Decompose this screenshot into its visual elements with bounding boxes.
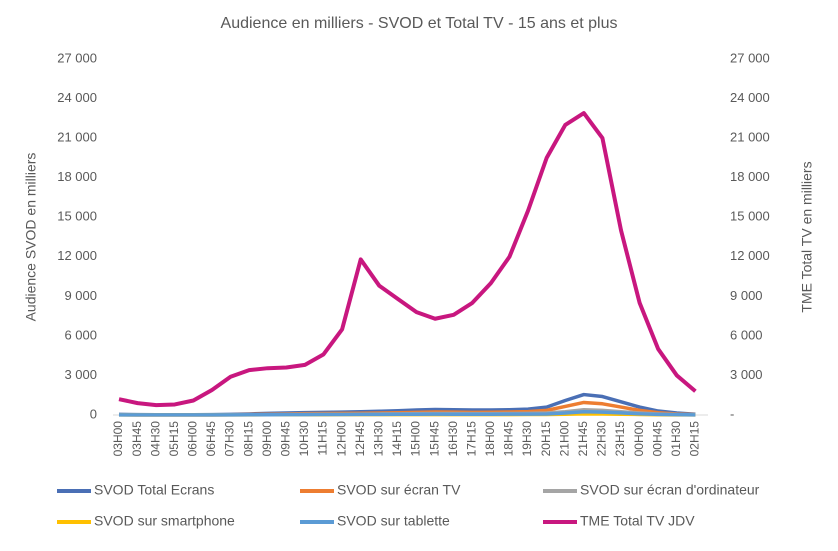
legend-label: SVOD sur écran d'ordinateur bbox=[580, 482, 760, 498]
x-tick-label: 08H15 bbox=[241, 421, 255, 457]
x-tick-label: 11H15 bbox=[316, 421, 330, 456]
y2-tick-label: - bbox=[730, 406, 734, 421]
y2-tick-label: 9 000 bbox=[730, 288, 763, 303]
x-tick-label: 05H15 bbox=[167, 421, 181, 457]
y-axis-title: Audience SVOD en milliers bbox=[23, 153, 39, 322]
y-tick-label: 0 bbox=[90, 406, 97, 421]
legend-label: TME Total TV JDV bbox=[580, 513, 695, 529]
y-tick-label: 15 000 bbox=[57, 209, 97, 224]
x-tick-label: 00H00 bbox=[632, 421, 646, 457]
x-tick-label: 03H00 bbox=[111, 421, 125, 457]
y-tick-label: 24 000 bbox=[57, 90, 97, 105]
y2-tick-label: 27 000 bbox=[730, 50, 770, 65]
x-tick-label: 21H00 bbox=[557, 421, 571, 457]
x-tick-label: 16H30 bbox=[446, 421, 460, 457]
legend-label: SVOD sur écran TV bbox=[337, 482, 461, 498]
x-tick-label: 18H45 bbox=[502, 421, 516, 457]
x-tick-label: 04H30 bbox=[148, 421, 162, 457]
x-tick-label: 09H45 bbox=[279, 421, 293, 457]
y-tick-label: 18 000 bbox=[57, 169, 97, 184]
y-tick-label: 3 000 bbox=[64, 367, 97, 382]
y-tick-label: 27 000 bbox=[57, 50, 97, 65]
y2-axis-title: TME Total TV en milliers bbox=[799, 161, 815, 312]
y-tick-label: 6 000 bbox=[64, 327, 97, 342]
legend-label: SVOD sur smartphone bbox=[94, 513, 235, 529]
x-tick-label: 21H45 bbox=[576, 421, 590, 457]
x-tick-label: 13H30 bbox=[371, 421, 385, 457]
legend-label: SVOD Total Ecrans bbox=[94, 482, 214, 498]
x-tick-label: 06H00 bbox=[186, 421, 200, 457]
x-tick-label: 01H30 bbox=[669, 421, 683, 457]
y-tick-label: 12 000 bbox=[57, 248, 97, 263]
y-tick-label: 9 000 bbox=[64, 288, 97, 303]
y2-tick-label: 3 000 bbox=[730, 367, 763, 382]
legend-label: SVOD sur tablette bbox=[337, 513, 450, 529]
y2-tick-label: 18 000 bbox=[730, 169, 770, 184]
x-tick-label: 12H45 bbox=[353, 421, 367, 457]
x-tick-label: 19H30 bbox=[520, 421, 534, 457]
x-tick-label: 15H45 bbox=[427, 421, 441, 457]
x-tick-label: 09H00 bbox=[260, 421, 274, 457]
x-tick-label: 07H30 bbox=[223, 421, 237, 457]
x-tick-label: 14H15 bbox=[390, 421, 404, 457]
series-line bbox=[118, 111, 697, 408]
chart-title: Audience en milliers - SVOD et Total TV … bbox=[221, 15, 618, 32]
x-tick-label: 02H15 bbox=[688, 421, 702, 457]
y2-tick-label: 21 000 bbox=[730, 130, 770, 145]
x-tick-label: 15H00 bbox=[409, 421, 423, 457]
y2-tick-label: 12 000 bbox=[730, 248, 770, 263]
x-tick-label: 00H45 bbox=[650, 421, 664, 457]
x-tick-label: 03H45 bbox=[130, 421, 144, 457]
x-tick-label: 12H00 bbox=[334, 421, 348, 457]
y2-tick-label: 6 000 bbox=[730, 327, 763, 342]
x-tick-label: 20H15 bbox=[539, 421, 553, 457]
x-tick-label: 18H00 bbox=[483, 421, 497, 457]
x-tick-label: 06H45 bbox=[204, 421, 218, 457]
series-line bbox=[118, 409, 696, 417]
y2-tick-label: 15 000 bbox=[730, 209, 770, 224]
x-tick-label: 17H15 bbox=[464, 421, 478, 457]
y2-tick-label: 24 000 bbox=[730, 90, 770, 105]
x-tick-label: 10H30 bbox=[297, 421, 311, 457]
x-tick-label: 23H15 bbox=[613, 421, 627, 457]
x-tick-label: 22H30 bbox=[595, 421, 609, 457]
y-tick-label: 21 000 bbox=[57, 130, 97, 145]
